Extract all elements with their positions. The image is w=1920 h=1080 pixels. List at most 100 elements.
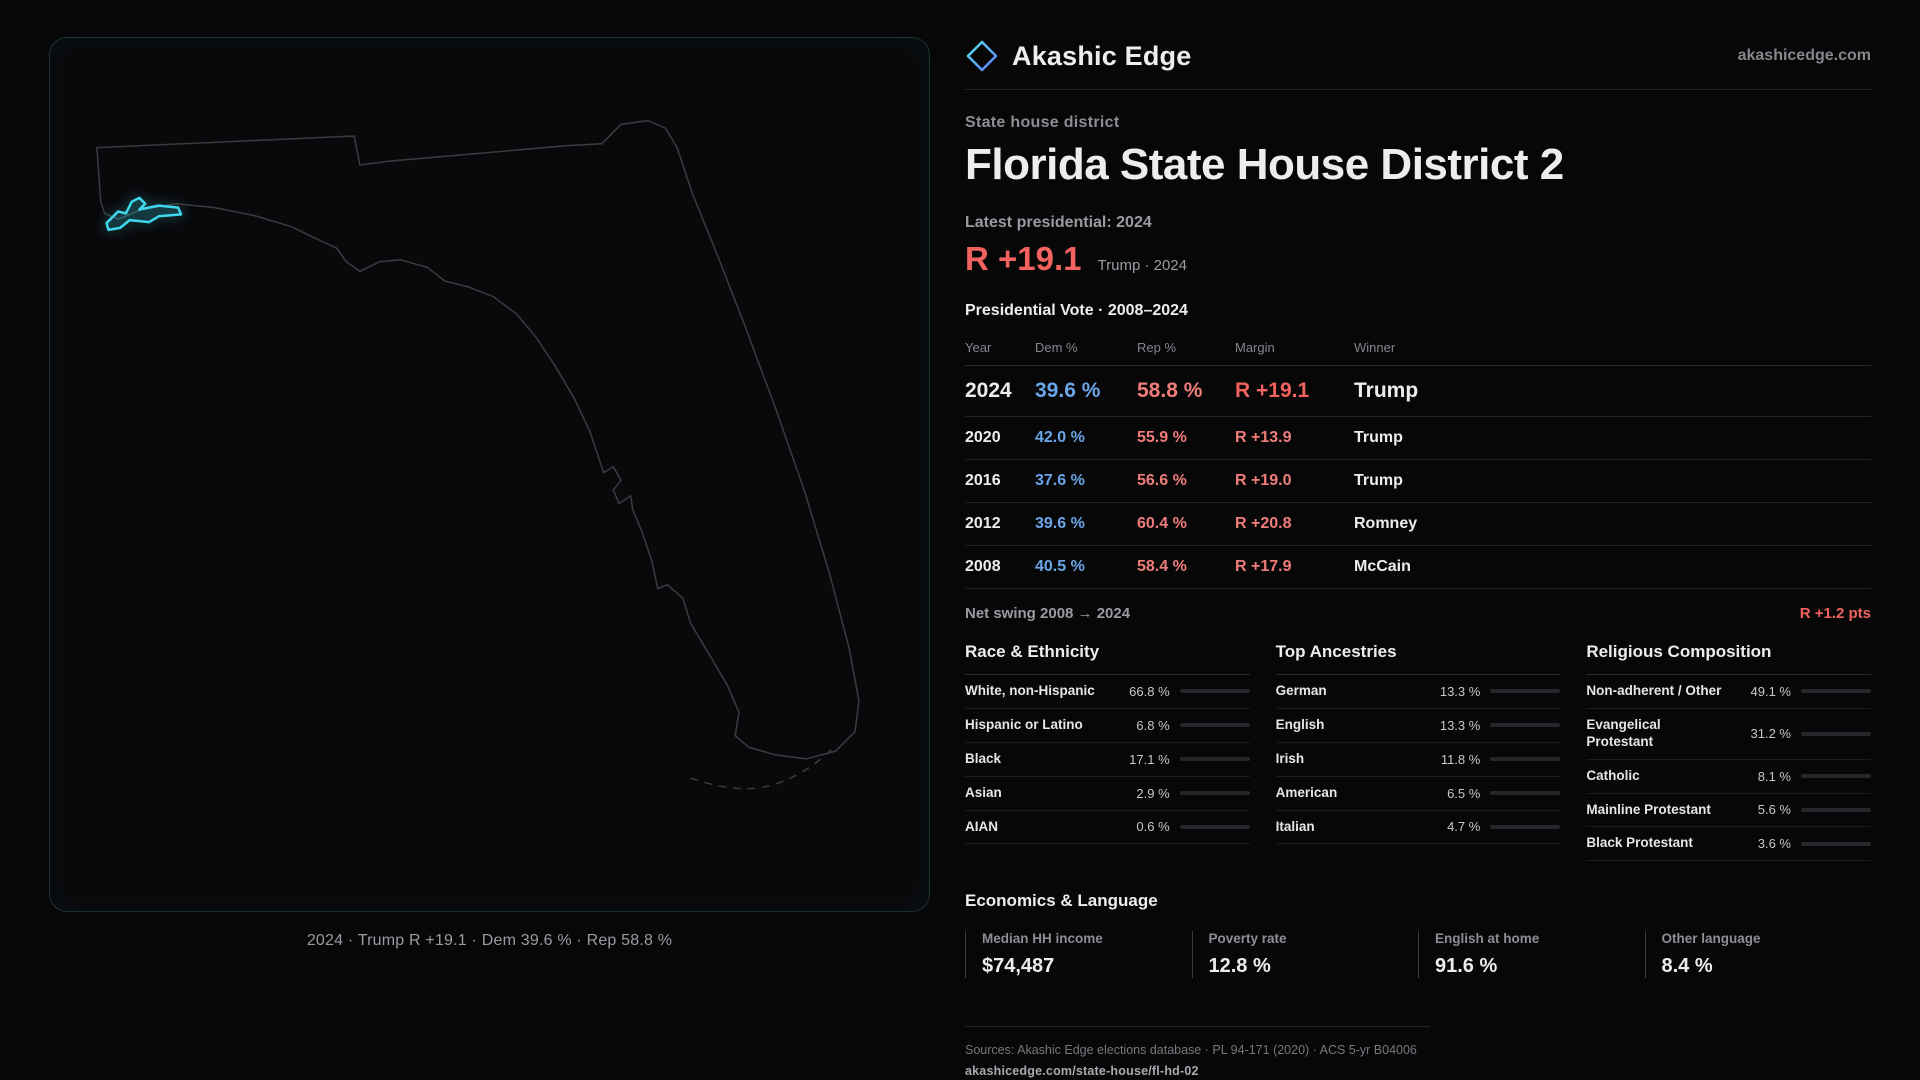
stat-label: Other language	[1661, 931, 1761, 947]
item-value: 49.1 %	[1750, 683, 1791, 699]
list-item: German 13.3 %	[1275, 675, 1561, 709]
table-row: 2020 42.0 % 55.9 % R +13.9 Trump	[965, 417, 1871, 460]
brand-header: Akashic Edge akashicedge.com	[965, 39, 1871, 90]
item-label: Catholic	[1586, 767, 1640, 783]
item-label: Black	[965, 750, 1002, 766]
religion-column: Religious Composition Non-adherent / Oth…	[1586, 642, 1871, 862]
item-label: AIAN	[965, 818, 998, 834]
col-winner: Winner	[1354, 340, 1396, 355]
winner-cell: Trump	[1354, 379, 1419, 402]
florida-outline	[96, 119, 860, 760]
mini-bar	[1800, 731, 1871, 736]
map-column: 2024 · Trump R +19.1 · Dem 39.6 % · Rep …	[49, 37, 930, 1080]
map-panel	[49, 37, 930, 912]
winner-cell: McCain	[1354, 558, 1411, 575]
mini-bar	[1490, 824, 1561, 829]
race-title: Race & Ethnicity	[965, 642, 1250, 675]
florida-keys	[690, 746, 835, 790]
table-header-row: Year Dem % Rep % Margin Winner	[965, 332, 1871, 366]
table-row: 2024 39.6 % 58.8 % R +19.1 Trump	[965, 366, 1871, 417]
sources-line: Sources: Akashic Edge elections database…	[965, 1043, 1417, 1058]
rep-cell: 55.9 %	[1137, 429, 1187, 446]
stat-label: Poverty rate	[1208, 931, 1287, 947]
stat-label: Median HH income	[982, 931, 1103, 947]
page-title: Florida State House District 2	[965, 140, 1564, 189]
list-item: AIAN 0.6 %	[965, 811, 1250, 845]
rep-cell: 56.6 %	[1137, 472, 1187, 489]
col-margin: Margin	[1235, 340, 1275, 355]
list-item: Catholic 8.1 %	[1586, 760, 1871, 794]
item-label: German	[1275, 683, 1327, 698]
col-rep: Rep %	[1137, 340, 1177, 355]
stat-block: Median HH income $74,487	[965, 931, 1192, 979]
item-label: Non-adherent / Other	[1586, 683, 1722, 698]
list-item: Irish 11.8 %	[1275, 743, 1561, 777]
stat-block: Other language 8.4 %	[1644, 931, 1872, 979]
dem-cell: 40.5 %	[1035, 558, 1085, 575]
list-item: Non-adherent / Other 49.1 %	[1586, 675, 1871, 709]
item-label: Hispanic or Latino	[965, 716, 1083, 732]
ancestries-title: Top Ancestries	[1275, 642, 1561, 675]
rep-cell: 60.4 %	[1137, 515, 1187, 532]
district-kicker: State house district	[965, 114, 1120, 131]
year-cell: 2024	[965, 379, 1012, 402]
item-value: 5.6 %	[1757, 802, 1791, 818]
margin-cell: R +13.9	[1235, 429, 1292, 446]
mini-bar	[1490, 689, 1561, 694]
district-highlight	[105, 196, 183, 232]
list-item: English 13.3 %	[1275, 709, 1561, 743]
mini-bar	[1800, 774, 1871, 779]
list-item: Black Protestant 3.6 %	[1586, 827, 1871, 862]
vote-table-title: Presidential Vote · 2008–2024	[965, 302, 1188, 319]
year-cell: 2020	[965, 429, 1001, 446]
stat-value: 91.6 %	[1435, 955, 1498, 978]
brand-name: Akashic Edge	[1012, 40, 1192, 71]
item-value: 17.1 %	[1129, 751, 1170, 767]
economics-stats: Median HH income $74,487 Poverty rate 12…	[965, 931, 1872, 979]
mini-bar	[1490, 757, 1561, 762]
table-row: 2016 37.6 % 56.6 % R +19.0 Trump	[965, 460, 1871, 503]
margin-cell: R +19.1	[1235, 379, 1310, 402]
list-item: Evangelical Protestant 31.2 %	[1586, 709, 1871, 760]
margin-value: R +19.1	[965, 240, 1082, 277]
item-label: Italian	[1275, 818, 1315, 834]
demographics-section: Race & Ethnicity White, non-Hispanic 66.…	[965, 642, 1871, 862]
stat-value: $74,487	[982, 955, 1055, 978]
item-label: American	[1275, 784, 1338, 800]
item-value: 6.8 %	[1136, 717, 1170, 733]
list-item: Italian 4.7 %	[1275, 811, 1561, 845]
table-row: 2008 40.5 % 58.4 % R +17.9 McCain	[965, 546, 1871, 589]
col-year: Year	[965, 340, 992, 355]
religion-title: Religious Composition	[1586, 642, 1871, 675]
dem-cell: 42.0 %	[1035, 429, 1085, 446]
net-swing-row: Net swing 2008 → 2024 R +1.2 pts	[965, 605, 1871, 622]
mini-bar	[1179, 689, 1250, 694]
dem-cell: 37.6 %	[1035, 472, 1085, 489]
mini-bar	[1800, 807, 1871, 812]
margin-cell: R +20.8	[1235, 515, 1292, 532]
item-label: English	[1275, 716, 1325, 732]
item-label: Asian	[965, 784, 1002, 800]
dem-cell: 39.6 %	[1035, 515, 1085, 532]
item-value: 3.6 %	[1757, 836, 1791, 852]
item-value: 66.8 %	[1129, 683, 1170, 699]
mini-bar	[1800, 841, 1871, 846]
stat-block: English at home 91.6 %	[1418, 931, 1645, 979]
winner-cell: Trump	[1354, 472, 1403, 489]
item-label: Mainline Protestant	[1586, 801, 1711, 817]
info-column: Akashic Edge akashicedge.com State house…	[965, 37, 1871, 1080]
permalink-url[interactable]: akashicedge.com/state-house/fl-hd-02	[965, 1064, 1199, 1079]
list-item: White, non-Hispanic 66.8 %	[965, 675, 1250, 709]
footer-divider	[965, 1026, 1430, 1028]
mini-bar	[1800, 689, 1871, 694]
presidential-vote-table: Year Dem % Rep % Margin Winner 2024 39.6…	[965, 332, 1871, 589]
item-value: 8.1 %	[1757, 768, 1791, 784]
table-row: 2012 39.6 % 60.4 % R +20.8 Romney	[965, 503, 1871, 546]
brand-domain-link[interactable]: akashicedge.com	[1737, 47, 1871, 64]
winner-cell: Romney	[1354, 515, 1418, 532]
year-cell: 2008	[965, 558, 1001, 575]
item-value: 2.9 %	[1136, 785, 1170, 801]
mini-bar	[1179, 824, 1250, 829]
stat-label: English at home	[1435, 931, 1540, 947]
